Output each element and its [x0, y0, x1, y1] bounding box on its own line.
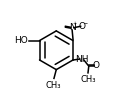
Text: HO: HO [14, 36, 28, 45]
Text: NH: NH [75, 55, 89, 64]
Text: CH₃: CH₃ [46, 81, 61, 90]
Text: $^-$: $^-$ [82, 21, 88, 27]
Text: O: O [93, 61, 100, 70]
Text: O: O [79, 22, 86, 31]
Text: CH₃: CH₃ [80, 75, 95, 84]
Text: $^+$: $^+$ [71, 22, 78, 28]
Text: N: N [69, 23, 75, 32]
